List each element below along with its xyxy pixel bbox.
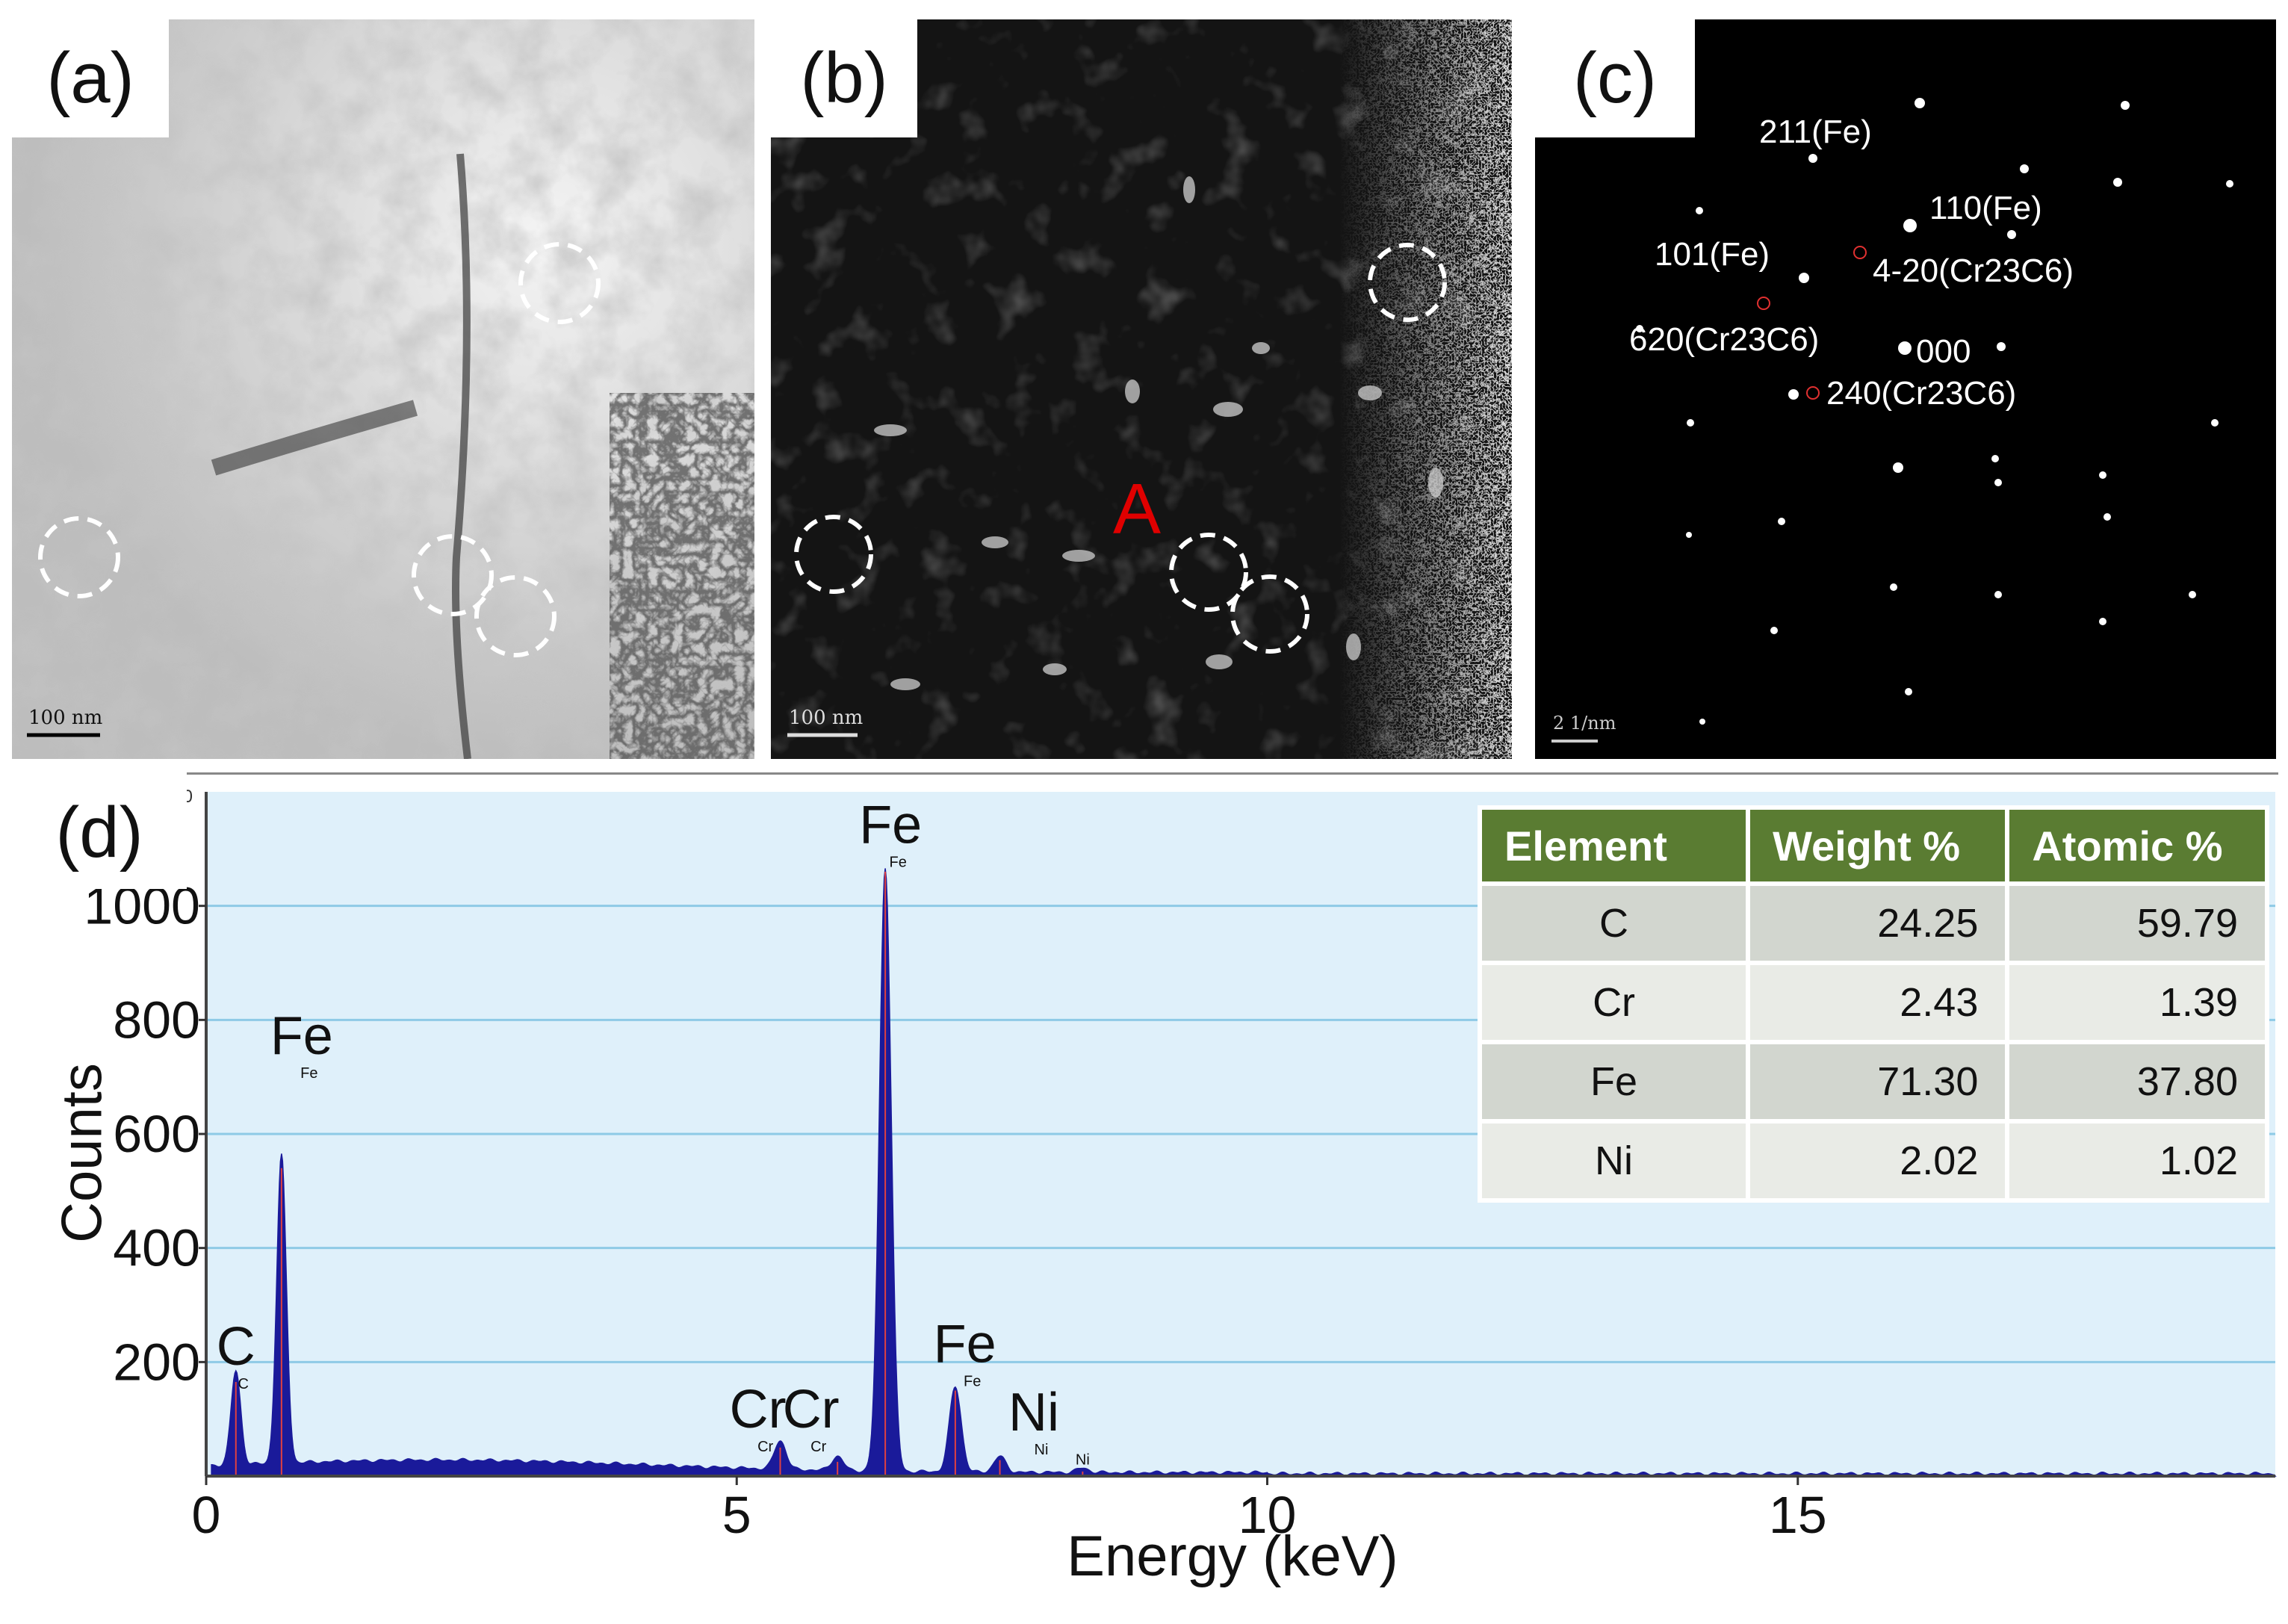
table-row: Cr 2.43 1.39	[1482, 965, 2265, 1040]
cell-atomic: 59.79	[2009, 886, 2265, 961]
precipitate-circle	[474, 575, 557, 657]
y-tick-label: 400	[113, 1219, 200, 1277]
table-header-row: Element Weight % Atomic %	[1482, 810, 2265, 881]
cell-element: Ni	[1482, 1124, 1746, 1198]
y-tick-label: 600	[113, 1105, 200, 1163]
panel-c-diffraction-pattern: (c) 211(Fe) 110(Fe) 101(Fe) 4-20(Cr23C6)…	[1535, 19, 2276, 759]
cell-atomic: 37.80	[2009, 1044, 2265, 1119]
grid-lines	[206, 905, 2275, 1363]
cell-element: Cr	[1482, 965, 1746, 1040]
x-tick-label: 5	[722, 1486, 751, 1544]
precipitate-circle	[38, 516, 120, 598]
peak-label-small: Ni	[1076, 1452, 1090, 1469]
precipitate-circle	[794, 515, 873, 594]
x-tick-label: 0	[192, 1486, 221, 1544]
y-axis-label: Counts	[50, 1063, 114, 1243]
precipitate-circle	[1230, 574, 1309, 654]
cell-weight: 2.43	[1750, 965, 2006, 1040]
scale-bar-label: 100 nm	[789, 707, 864, 729]
peak-label-small: Fe	[964, 1373, 981, 1389]
x-axis-label: Energy (keV)	[1067, 1525, 1398, 1588]
cell-element: C	[1482, 886, 1746, 961]
peak-label-small: Ni	[1035, 1442, 1049, 1458]
cell-weight: 71.30	[1750, 1044, 2006, 1119]
table-row: Ni 2.02 1.02	[1482, 1124, 2265, 1198]
spot-label-620-cr23c6: 620(Cr23C6)	[1629, 321, 1820, 358]
spot-label-000: 000	[1916, 333, 1971, 370]
peak-label-small: Fe	[300, 1065, 317, 1082]
table-row: Fe 71.30 37.80	[1482, 1044, 2265, 1119]
spot-label-4-20-cr23c6: 4-20(Cr23C6)	[1873, 252, 2074, 289]
peak-label: C	[217, 1317, 255, 1377]
table-row: C 24.25 59.79	[1482, 886, 2265, 961]
cell-element: Fe	[1482, 1044, 1746, 1119]
peak-label-small: Cr	[810, 1439, 826, 1455]
precipitate-circle	[518, 242, 601, 324]
peak-label: Fe	[859, 796, 922, 855]
spectrum-area	[211, 868, 2277, 1477]
peak-label: Fe	[934, 1314, 996, 1374]
peak-label-small: Fe	[890, 855, 907, 871]
precipitate-circle	[1368, 243, 1447, 322]
spot-label-211-fe: 211(Fe)	[1759, 114, 1872, 150]
peak-label-small: Cr	[757, 1439, 773, 1455]
region-marker-a: A	[1113, 469, 1162, 549]
panel-a-bright-field-image: (a) 100 nm	[12, 19, 754, 759]
eds-composition-table: Element Weight % Atomic % C 24.25 59.79 …	[1478, 805, 2269, 1203]
peak-label: Cr	[730, 1380, 787, 1439]
spot-label-101-fe: 101(Fe)	[1655, 236, 1770, 273]
bright-field-micrograph	[12, 19, 754, 759]
diffraction-spots	[1551, 98, 2233, 743]
panel-label-c: (c)	[1535, 19, 1695, 137]
x-tick-label: 10	[1238, 1486, 1297, 1544]
cell-atomic: 1.39	[2009, 965, 2265, 1040]
peak-label: Cr	[783, 1380, 840, 1439]
row-divider	[187, 772, 2278, 775]
peak-label-small: C	[238, 1376, 249, 1392]
panel-label-d: (d)	[12, 777, 187, 889]
cell-weight: 2.02	[1750, 1124, 2006, 1198]
header-element: Element	[1482, 810, 1746, 881]
precipitate-circle	[1169, 533, 1248, 612]
dark-field-micrograph	[771, 19, 1512, 759]
panel-label-b: (b)	[771, 19, 917, 137]
panel-b-dark-field-image: (b) A 100 nm	[771, 19, 1512, 759]
spot-label-240-cr23c6: 240(Cr23C6)	[1826, 375, 2017, 412]
header-atomic: Atomic %	[2009, 810, 2265, 881]
scale-bar-label: 2 1/nm	[1553, 713, 1616, 734]
peak-label: Ni	[1008, 1383, 1059, 1442]
panel-label-a: (a)	[12, 19, 169, 137]
y-tick-label: 800	[113, 991, 200, 1049]
scale-bar-label: 100 nm	[28, 707, 103, 729]
cell-weight: 24.25	[1750, 886, 2006, 961]
x-tick-label: 15	[1769, 1486, 1827, 1544]
peak-label: Fe	[270, 1006, 333, 1066]
precipitate-circle	[412, 534, 494, 616]
y-tick-label: 200	[113, 1333, 200, 1391]
spot-label-110-fe: 110(Fe)	[1929, 190, 2042, 226]
cell-atomic: 1.02	[2009, 1124, 2265, 1198]
spectrum-trace	[211, 868, 2277, 1477]
header-weight: Weight %	[1750, 810, 2006, 881]
